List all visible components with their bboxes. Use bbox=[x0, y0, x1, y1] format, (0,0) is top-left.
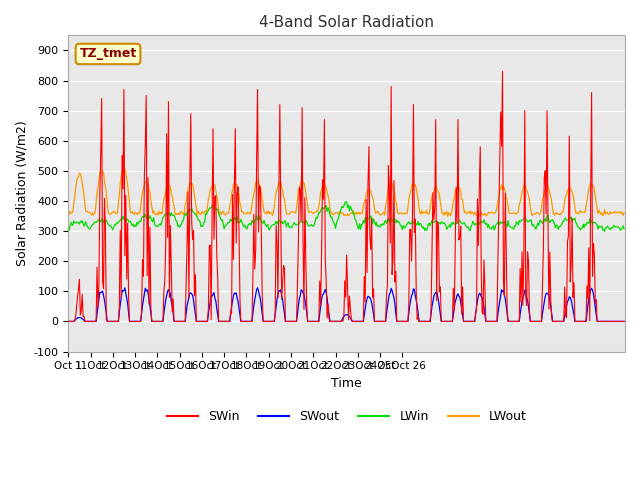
Legend: SWin, SWout, LWin, LWout: SWin, SWout, LWin, LWout bbox=[162, 405, 532, 428]
SWin bbox=[483, 319, 491, 324]
LWin bbox=[343, 199, 351, 204]
LWout bbox=[208, 183, 216, 189]
SWin bbox=[392, 268, 399, 274]
X-axis label: Time: Time bbox=[332, 377, 362, 390]
LWout bbox=[65, 210, 72, 216]
SWout bbox=[317, 303, 324, 309]
SWin bbox=[499, 69, 506, 74]
Line: LWout: LWout bbox=[68, 166, 624, 216]
LWout bbox=[393, 203, 401, 208]
LWin bbox=[163, 210, 170, 216]
LWout bbox=[444, 214, 452, 219]
LWin bbox=[436, 221, 444, 227]
SWin bbox=[316, 278, 324, 284]
LWout bbox=[620, 210, 628, 216]
LWin bbox=[601, 228, 609, 234]
Line: SWin: SWin bbox=[68, 72, 624, 322]
LWout bbox=[120, 163, 128, 169]
Line: LWin: LWin bbox=[68, 202, 624, 231]
LWin bbox=[65, 228, 72, 233]
SWin bbox=[65, 319, 72, 324]
LWin bbox=[484, 225, 492, 230]
LWout bbox=[164, 181, 172, 187]
SWin bbox=[207, 317, 215, 323]
Line: SWout: SWout bbox=[68, 288, 624, 322]
SWin bbox=[620, 319, 628, 324]
LWin bbox=[207, 205, 215, 211]
LWout bbox=[436, 199, 444, 205]
SWout bbox=[393, 319, 401, 324]
LWout bbox=[484, 209, 492, 215]
LWin bbox=[316, 210, 324, 216]
LWin bbox=[393, 217, 401, 223]
SWout bbox=[163, 293, 170, 299]
LWout bbox=[317, 190, 324, 195]
SWout bbox=[436, 311, 444, 317]
SWin bbox=[163, 131, 170, 137]
SWout bbox=[65, 319, 72, 324]
LWin bbox=[620, 226, 628, 231]
Title: 4-Band Solar Radiation: 4-Band Solar Radiation bbox=[259, 15, 434, 30]
Y-axis label: Solar Radiation (W/m2): Solar Radiation (W/m2) bbox=[15, 120, 28, 266]
SWin bbox=[436, 289, 444, 295]
SWout bbox=[620, 319, 628, 324]
SWout bbox=[253, 285, 261, 291]
Text: TZ_tmet: TZ_tmet bbox=[79, 48, 137, 60]
SWout bbox=[484, 319, 492, 324]
SWout bbox=[207, 293, 215, 299]
